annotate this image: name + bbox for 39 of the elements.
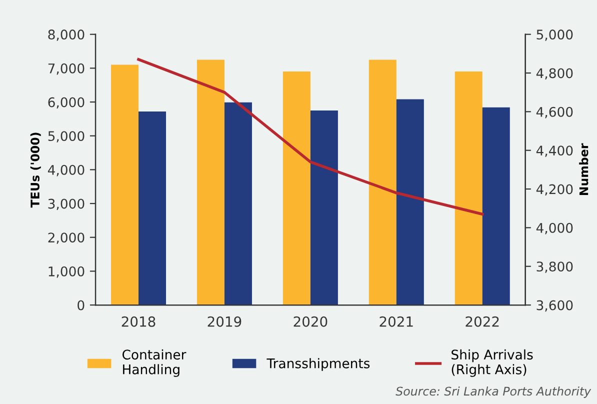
x-tick-label: 2021 [380,316,413,327]
y2-axis-title: Number [579,143,588,196]
y-tick-label: 3,000 [48,198,84,210]
x-tick-label: 2018 [122,316,156,327]
bar [138,111,166,306]
y-tick-label: 0 [78,300,84,310]
x-tick-label: 2022 [466,316,499,327]
legend-label: Container Handling [122,349,186,377]
y2-tick-label: 4,200 [536,184,573,196]
y2-tick-label: 3,600 [536,300,573,312]
y-tick-label: 6,000 [48,97,84,109]
bar [282,72,310,306]
bar [224,102,252,306]
legend-label: Transshipments [266,358,370,371]
bar [196,60,224,306]
bar [368,60,396,306]
x-tick-label: 2019 [208,316,242,327]
y-tick-label: 7,000 [48,63,84,75]
y2-tick-label: 3,800 [536,262,573,273]
y-tick-label: 4,000 [48,164,84,176]
y2-tick-label: 4,800 [536,68,573,80]
bar [310,110,338,306]
y-tick-label: 5,000 [48,131,84,142]
y2-tick-label: 4,000 [536,222,573,234]
y2-tick-label: 4,400 [536,146,573,157]
bar [110,64,139,306]
legend-label: Ship Arrivals (Right Axis) [452,349,533,377]
bar [454,72,482,306]
bar [396,99,424,306]
y-tick-label: 8,000 [48,30,84,41]
y2-tick-label: 4,600 [536,106,573,118]
line-series [137,58,484,216]
source-note: Source: Sri Lanka Ports Authority [396,386,592,398]
bar [482,107,510,306]
y2-tick-label: 5,000 [536,30,573,41]
y-axis-title: TEUs ('000) [30,132,41,208]
x-tick-label: 2020 [294,316,328,327]
y-tick-label: 1,000 [48,266,84,278]
y-tick-label: 2,000 [48,232,84,244]
